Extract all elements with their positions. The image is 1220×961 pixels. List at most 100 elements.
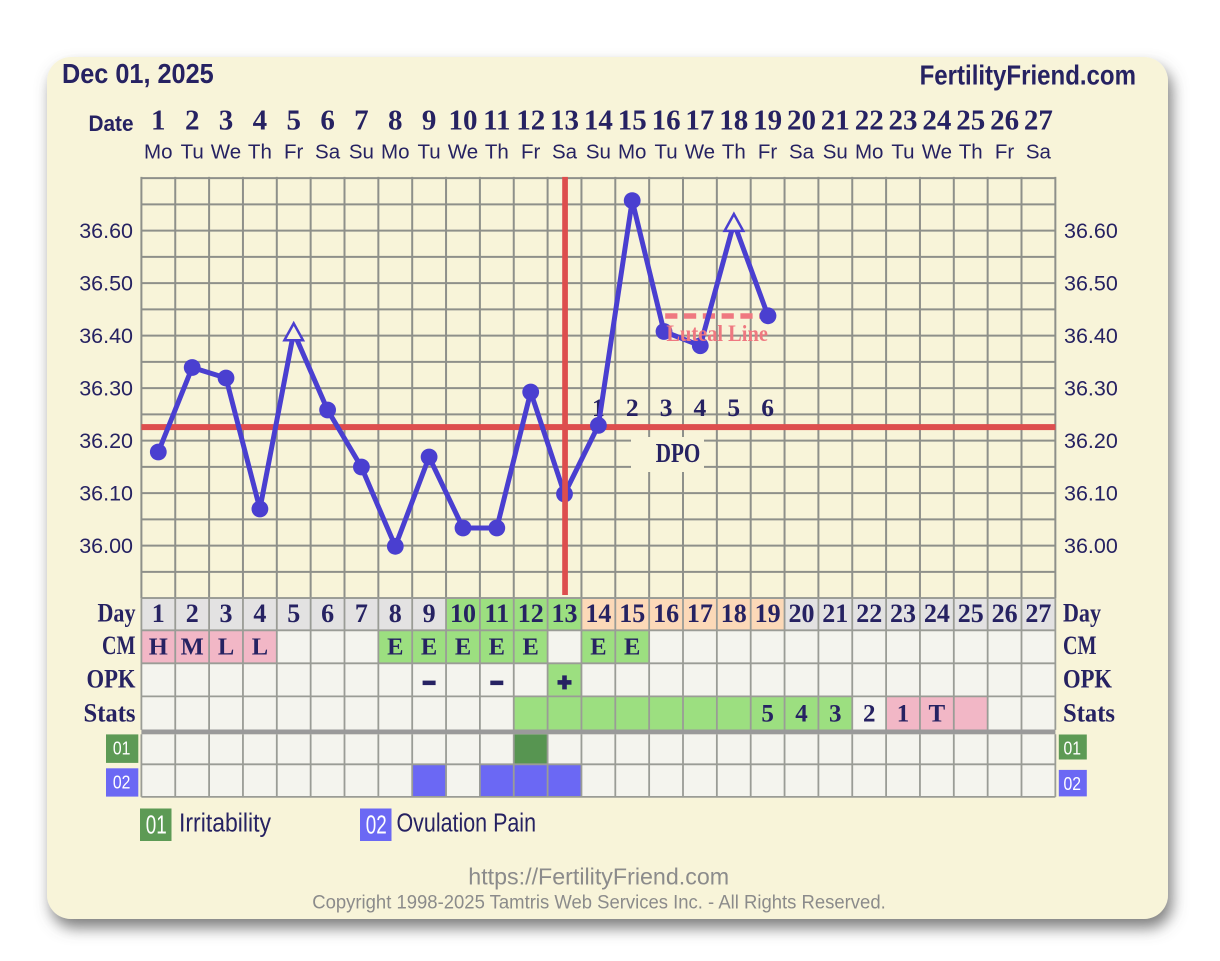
- svg-text:Su: Su: [349, 141, 374, 164]
- svg-text:02: 02: [366, 810, 387, 840]
- svg-text:Th: Th: [959, 141, 983, 164]
- svg-text:Th: Th: [485, 141, 509, 164]
- svg-text:Mo: Mo: [381, 141, 409, 164]
- svg-text:2: 2: [185, 105, 200, 137]
- svg-text:Fr: Fr: [758, 141, 778, 164]
- svg-text:12: 12: [518, 599, 544, 628]
- svg-text:19: 19: [753, 105, 782, 137]
- svg-text:36.00: 36.00: [79, 534, 133, 558]
- svg-text:6: 6: [320, 105, 335, 137]
- svg-text:15: 15: [619, 599, 645, 628]
- svg-text:Tu: Tu: [418, 141, 441, 164]
- svg-text:20: 20: [789, 599, 815, 628]
- svg-text:Sa: Sa: [789, 141, 815, 164]
- svg-text:CM: CM: [102, 630, 136, 660]
- svg-text:E: E: [455, 633, 471, 660]
- svg-text:15: 15: [618, 105, 647, 137]
- svg-text:21: 21: [821, 105, 850, 137]
- svg-text:E: E: [387, 633, 403, 660]
- svg-text:10: 10: [450, 599, 476, 628]
- svg-text:5: 5: [286, 105, 301, 137]
- svg-text:Mo: Mo: [855, 141, 883, 164]
- svg-text:1: 1: [152, 599, 165, 628]
- svg-text:Su: Su: [586, 141, 611, 164]
- svg-text:T: T: [929, 700, 946, 727]
- svg-text:02: 02: [113, 772, 131, 792]
- svg-text:36.40: 36.40: [79, 324, 133, 348]
- svg-text:Dec 01, 2025: Dec 01, 2025: [62, 58, 214, 89]
- svg-text:Fr: Fr: [284, 141, 304, 164]
- svg-text:Su: Su: [823, 141, 848, 164]
- svg-text:36.50: 36.50: [79, 272, 133, 296]
- svg-text:Luteal Line: Luteal Line: [666, 321, 768, 347]
- svg-text:6: 6: [761, 393, 774, 422]
- svg-text:2: 2: [863, 700, 876, 727]
- svg-text:01: 01: [1064, 739, 1082, 759]
- svg-text:1: 1: [151, 105, 166, 137]
- svg-text:We: We: [922, 141, 952, 164]
- svg-text:Stats: Stats: [84, 697, 136, 727]
- svg-text:E: E: [489, 633, 505, 660]
- svg-text:2: 2: [186, 599, 199, 628]
- svg-text:CM: CM: [1063, 630, 1097, 660]
- svg-text:14: 14: [584, 105, 613, 137]
- svg-text:6: 6: [321, 599, 334, 628]
- svg-text:Th: Th: [248, 141, 272, 164]
- svg-text:Sa: Sa: [315, 141, 341, 164]
- svg-text:4: 4: [694, 393, 707, 422]
- svg-text:16: 16: [653, 599, 679, 628]
- svg-text:01: 01: [146, 810, 167, 840]
- svg-text:20: 20: [787, 105, 816, 137]
- svg-text:Tu: Tu: [655, 141, 678, 164]
- svg-text:22: 22: [855, 105, 884, 137]
- svg-text:27: 27: [1024, 105, 1053, 137]
- svg-text:10: 10: [449, 105, 478, 137]
- svg-text:Ovulation Pain: Ovulation Pain: [397, 810, 537, 838]
- svg-text:7: 7: [354, 105, 369, 137]
- svg-text:M: M: [181, 633, 204, 660]
- svg-text:Copyright 1998-2025 Tamtris We: Copyright 1998-2025 Tamtris Web Services…: [312, 893, 886, 914]
- svg-text:11: 11: [483, 105, 510, 137]
- svg-text:E: E: [624, 633, 640, 660]
- svg-text:9: 9: [423, 599, 436, 628]
- svg-text:We: We: [448, 141, 478, 164]
- svg-text:5: 5: [287, 599, 300, 628]
- svg-text:Th: Th: [722, 141, 746, 164]
- svg-text:16: 16: [652, 105, 681, 137]
- svg-text:26: 26: [990, 105, 1019, 137]
- svg-text:19: 19: [755, 599, 781, 628]
- svg-text:We: We: [685, 141, 715, 164]
- svg-text:OPK: OPK: [87, 664, 136, 694]
- svg-text:17: 17: [685, 105, 714, 137]
- svg-text:13: 13: [550, 105, 579, 137]
- svg-text:Day: Day: [98, 598, 136, 628]
- svg-text:36.10: 36.10: [79, 482, 133, 506]
- svg-text:22: 22: [856, 599, 882, 628]
- svg-text:Mo: Mo: [618, 141, 646, 164]
- svg-text:01: 01: [113, 739, 131, 759]
- svg-text:18: 18: [719, 105, 748, 137]
- svg-text:E: E: [421, 633, 437, 660]
- svg-text:25: 25: [958, 599, 984, 628]
- svg-text:8: 8: [388, 105, 403, 137]
- svg-text:23: 23: [889, 105, 918, 137]
- svg-text:We: We: [211, 141, 241, 164]
- svg-text:18: 18: [721, 599, 747, 628]
- svg-text:https://FertilityFriend.com: https://FertilityFriend.com: [468, 864, 729, 890]
- svg-text:25: 25: [956, 105, 985, 137]
- svg-text:3: 3: [220, 599, 233, 628]
- svg-text:Stats: Stats: [1063, 697, 1115, 727]
- svg-text:36.50: 36.50: [1064, 272, 1118, 296]
- svg-text:H: H: [149, 633, 168, 660]
- svg-text:Sa: Sa: [552, 141, 578, 164]
- svg-text:36.60: 36.60: [79, 219, 133, 243]
- svg-text:OPK: OPK: [1063, 664, 1112, 694]
- svg-text:24: 24: [922, 105, 951, 137]
- svg-text:L: L: [252, 633, 268, 660]
- svg-text:17: 17: [687, 599, 713, 628]
- svg-text:36.10: 36.10: [1064, 482, 1118, 506]
- svg-text:36.60: 36.60: [1064, 219, 1118, 243]
- svg-text:1: 1: [897, 700, 910, 727]
- svg-text:13: 13: [552, 599, 578, 628]
- svg-text:Fr: Fr: [521, 141, 541, 164]
